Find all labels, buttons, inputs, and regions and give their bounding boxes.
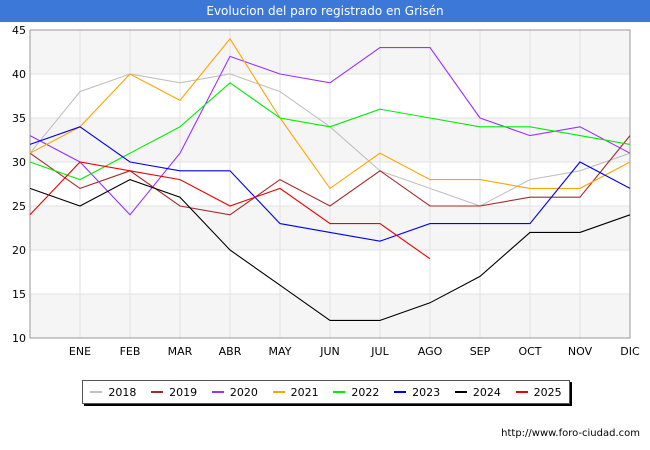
legend-item-2020: 2020 bbox=[211, 385, 258, 399]
legend-swatch bbox=[333, 391, 346, 393]
legend-swatch bbox=[515, 391, 528, 393]
y-tick-label: 45 bbox=[12, 24, 26, 37]
y-tick-label: 20 bbox=[12, 244, 26, 257]
legend-label: 2018 bbox=[108, 385, 137, 399]
legend-swatch bbox=[272, 391, 285, 393]
x-tick-label: MAR bbox=[168, 345, 193, 358]
x-tick-label: JUN bbox=[319, 345, 340, 358]
legend-item-2021: 2021 bbox=[272, 385, 319, 399]
legend-item-2022: 2022 bbox=[333, 386, 379, 399]
series-line-2021 bbox=[29, 37, 631, 190]
legend-label: 2020 bbox=[229, 385, 258, 399]
y-axis: 10 15 20 25 30 35 40 45 bbox=[12, 24, 26, 345]
series-line-2025 bbox=[29, 161, 431, 260]
y-tick-label: 30 bbox=[12, 156, 26, 169]
legend-swatch bbox=[90, 391, 103, 393]
x-tick-label: MAY bbox=[269, 345, 292, 358]
x-axis: ENE FEB MAR ABR MAY JUN JUL AGO SEP OCT NOV DIC bbox=[69, 345, 640, 358]
legend-swatch bbox=[211, 391, 224, 393]
legend-swatch bbox=[151, 391, 164, 393]
x-tick-label: AGO bbox=[418, 345, 443, 358]
series-line-2020 bbox=[29, 47, 631, 216]
x-tick-label: JUL bbox=[370, 345, 389, 358]
y-tick-label: 35 bbox=[12, 112, 26, 125]
legend: 2018 2019 2020 2021 2022 2023 2024 2025 bbox=[82, 380, 570, 404]
x-tick-label: OCT bbox=[518, 345, 541, 358]
legend-item-2019: 2019 bbox=[151, 386, 197, 399]
y-tick-label: 15 bbox=[12, 288, 26, 301]
legend-item-2018: 2018 bbox=[90, 386, 136, 399]
x-tick-label: NOV bbox=[568, 345, 593, 358]
legend-label: 2019 bbox=[169, 385, 198, 399]
series-line-2022 bbox=[29, 82, 631, 181]
plot-frame bbox=[29, 29, 631, 339]
series-line-2024 bbox=[29, 179, 631, 321]
source-url[interactable]: http://www.foro-ciudad.com bbox=[501, 428, 640, 439]
chart-title: Evolucion del paro registrado en Grisén bbox=[0, 0, 650, 22]
legend-label: 2024 bbox=[472, 385, 501, 399]
y-tick-label: 25 bbox=[12, 200, 26, 213]
x-tick-label: SEP bbox=[470, 345, 491, 358]
x-tick-label: DIC bbox=[620, 345, 640, 358]
x-tick-label: FEB bbox=[120, 345, 141, 358]
legend-item-2025: 2025 bbox=[515, 385, 562, 399]
legend-label: 2025 bbox=[533, 385, 562, 399]
legend-label: 2022 bbox=[351, 385, 380, 399]
legend-swatch bbox=[454, 391, 467, 393]
series-line-2023 bbox=[29, 126, 631, 242]
y-tick-label: 40 bbox=[12, 68, 26, 81]
legend-item-2023: 2023 bbox=[394, 386, 440, 399]
x-tick-label: ENE bbox=[69, 345, 91, 358]
gridlines bbox=[29, 29, 631, 339]
legend-label: 2023 bbox=[412, 385, 441, 399]
legend-swatch bbox=[394, 391, 407, 393]
legend-label: 2021 bbox=[290, 385, 319, 399]
legend-item-2024: 2024 bbox=[454, 385, 501, 399]
x-tick-label: ABR bbox=[219, 345, 242, 358]
y-tick-label: 10 bbox=[12, 332, 26, 345]
series-lines bbox=[29, 37, 631, 321]
